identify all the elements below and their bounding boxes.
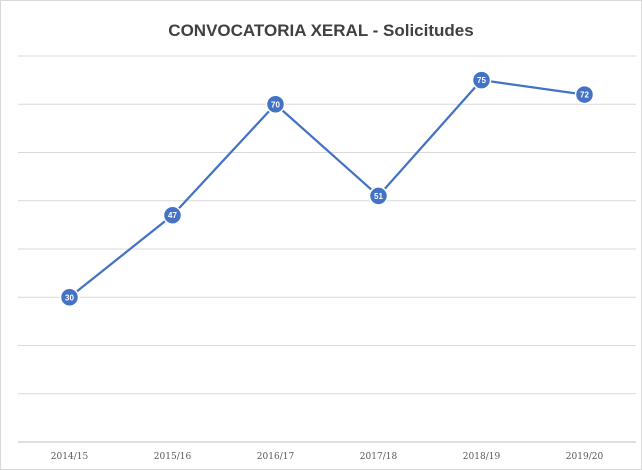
x-tick-label: 2019/20 bbox=[566, 452, 604, 462]
gridlines bbox=[18, 55, 636, 395]
x-tick-label: 2015/16 bbox=[154, 452, 192, 462]
point-marker bbox=[265, 94, 286, 114]
point-marker bbox=[162, 205, 183, 225]
data-label: 51 bbox=[374, 192, 383, 201]
series-markers: 30 47 70 51 75 72 bbox=[59, 70, 595, 307]
data-point: 47 bbox=[162, 205, 183, 225]
data-point: 75 bbox=[471, 70, 492, 90]
series-line bbox=[68, 79, 585, 299]
data-label: 75 bbox=[477, 76, 486, 85]
data-point: 30 bbox=[59, 287, 80, 307]
chart-title: CONVOCATORIA XERAL - Solicitudes bbox=[168, 21, 474, 40]
data-point: 51 bbox=[368, 186, 389, 206]
series-lines bbox=[68, 79, 585, 299]
data-point: 72 bbox=[574, 84, 595, 105]
point-marker bbox=[471, 70, 492, 90]
x-tick-label: 2018/19 bbox=[463, 452, 501, 462]
x-axis: 2014/15 2015/16 2016/17 2017/18 2018/19 2019/… bbox=[18, 441, 636, 462]
point-marker bbox=[574, 84, 595, 105]
data-label: 72 bbox=[580, 91, 589, 100]
x-tick-label: 2017/18 bbox=[360, 452, 398, 462]
x-tick-label: 2014/15 bbox=[51, 452, 89, 462]
data-label: 70 bbox=[271, 100, 280, 109]
data-label: 30 bbox=[65, 293, 74, 302]
data-point: 70 bbox=[265, 94, 286, 114]
point-marker bbox=[368, 186, 389, 206]
data-label: 47 bbox=[168, 211, 177, 220]
point-marker bbox=[59, 287, 80, 307]
x-tick-label: 2016/17 bbox=[257, 452, 295, 462]
